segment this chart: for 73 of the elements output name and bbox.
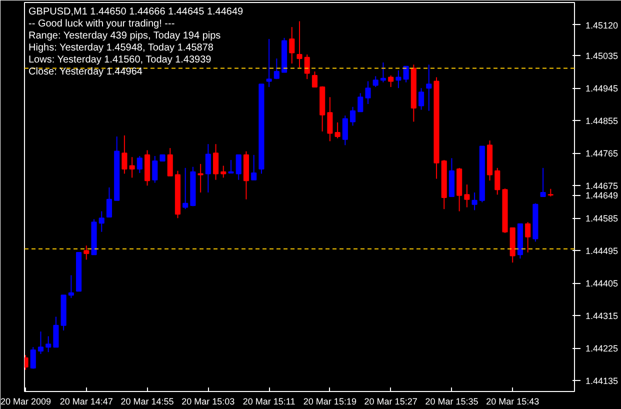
candlestick (228, 159, 234, 174)
x-tick-label: 20 Mar 15:03 (182, 396, 235, 406)
candlestick (327, 96, 333, 142)
x-tick-label: 20 Mar 2009 (0, 396, 52, 406)
y-tick-label: 1.44649 (586, 190, 618, 201)
candlestick (98, 210, 104, 232)
candlestick (396, 70, 402, 89)
candlestick (213, 144, 219, 180)
candlestick (205, 144, 211, 193)
y-tick-label: 1.44945 (586, 84, 618, 94)
candlestick (494, 167, 500, 196)
candlestick (106, 186, 112, 218)
annotation: -- Good luck with your trading! --- (28, 18, 175, 30)
candlestick (312, 70, 318, 88)
candlestick (540, 167, 546, 197)
candlestick (334, 122, 340, 139)
candlestick (388, 74, 394, 88)
y-tick-label: 1.44675 (586, 181, 618, 192)
x-tick-label: 20 Mar 15:19 (303, 396, 356, 406)
candlestick (380, 62, 386, 83)
x-tick-label: 20 Mar 15:11 (242, 396, 296, 406)
y-tick-label: 1.44135 (586, 376, 618, 386)
candlestick (136, 156, 142, 174)
x-tick-label: 20 Mar 15:35 (425, 396, 478, 406)
candlestick (236, 154, 242, 180)
candlestick (289, 26, 295, 64)
y-tick-label: 1.44585 (586, 214, 618, 224)
candlestick (472, 192, 478, 211)
candlestick (274, 58, 280, 80)
candlestick (418, 88, 424, 110)
candlestick (525, 222, 531, 253)
y-tick-label: 1.44495 (586, 246, 618, 256)
candlestick (304, 54, 310, 80)
chart-title: GBPUSD,M1 1.44650 1.44666 1.44645 1.44649 (28, 6, 244, 18)
candlestick (403, 66, 409, 83)
candlestick (46, 336, 52, 353)
candlestick (68, 274, 74, 298)
x-tick-label: 20 Mar 14:55 (120, 396, 174, 406)
candlestick (372, 76, 378, 88)
y-tick-label: 1.45035 (586, 51, 618, 62)
candlestick (198, 163, 204, 193)
y-tick-label: 1.44855 (586, 116, 618, 126)
candlestick (251, 154, 257, 180)
candlestick (53, 316, 59, 348)
candlestick (342, 115, 348, 146)
candlestick (464, 184, 470, 208)
y-tick-label: 1.44405 (586, 278, 618, 289)
candlestick (129, 156, 135, 178)
annotation: Highs: Yesterday 1.45948, Today 1.45878 (28, 42, 214, 54)
candlestick (426, 64, 432, 112)
annotation: Range: Yesterday 439 pips, Today 194 pips (28, 30, 221, 42)
candlestick (30, 346, 36, 370)
x-tick-label: 20 Mar 15:27 (364, 396, 418, 406)
y-tick-label: 1.44225 (586, 344, 618, 354)
y-tick-label: 1.44315 (586, 311, 618, 322)
candlestick (220, 165, 226, 178)
candlestick (350, 106, 356, 126)
x-tick-label: 20 Mar 15:43 (486, 396, 540, 406)
candlestick (365, 80, 371, 104)
y-tick-label: 1.45120 (586, 20, 618, 30)
candlestick (152, 156, 158, 184)
candlestick (296, 20, 302, 68)
y-tick-label: 1.44765 (586, 148, 618, 159)
candlestick (167, 148, 173, 176)
candlestick (84, 245, 90, 260)
annotation: Lows: Yesterday 1.41560, Today 1.43939 (28, 54, 212, 66)
candlestick (358, 92, 364, 112)
candlestick (182, 167, 188, 210)
annotation: Close: Yesterday 1.44964 (28, 66, 143, 78)
candlestick (38, 331, 44, 354)
candlestick (122, 134, 128, 174)
candlestick (266, 38, 272, 88)
x-tick-label: 20 Mar 14:47 (60, 396, 113, 406)
